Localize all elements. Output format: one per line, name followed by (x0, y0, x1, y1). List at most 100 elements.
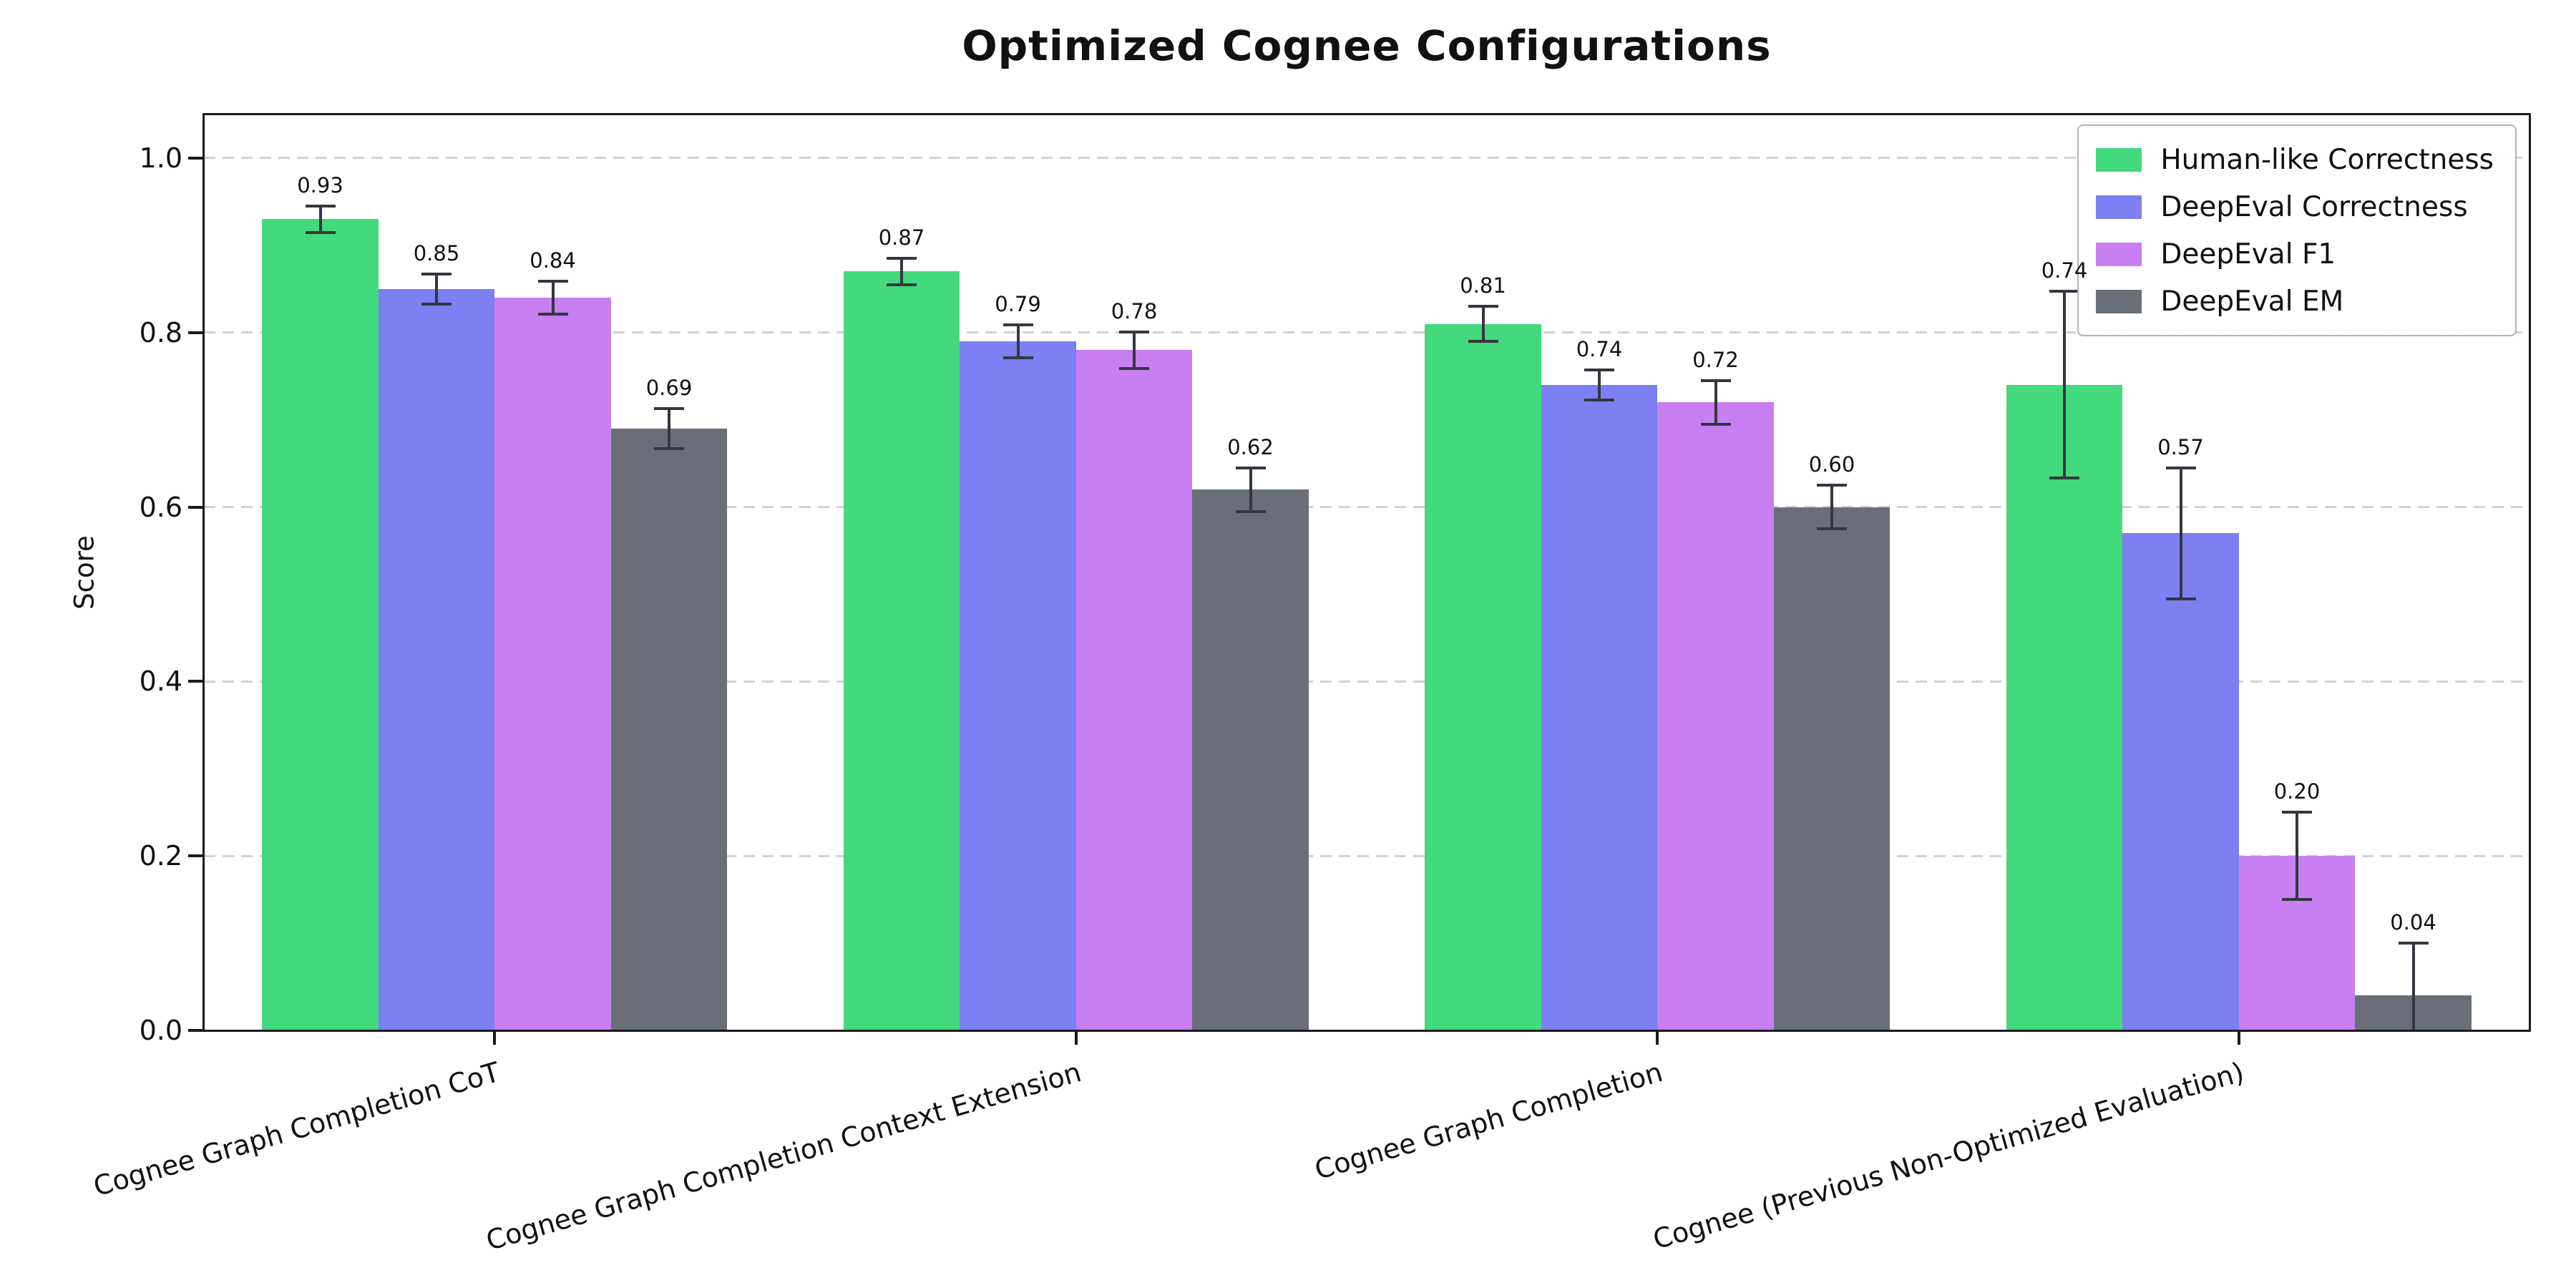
error-bar-cap (421, 273, 452, 276)
error-bar-cap (887, 283, 917, 286)
bar-value-label: 0.93 (297, 173, 343, 197)
error-bar-cap (654, 406, 684, 410)
y-tick-mark (188, 680, 203, 683)
error-bar-cap (654, 447, 684, 450)
plot-area (204, 114, 2529, 1030)
error-bar-cap (1817, 484, 1847, 487)
bar-human-like-correctness (1425, 323, 1541, 1030)
error-bar (1830, 485, 1833, 530)
error-bar-cap (537, 279, 568, 283)
legend-label: DeepEval EM (2160, 285, 2344, 318)
legend-item-deepeval-correctness: DeepEval Correctness (2096, 185, 2494, 229)
spine-top (203, 113, 2531, 115)
error-bar-cap (887, 257, 917, 260)
spine-left (203, 113, 205, 1032)
gridline (204, 506, 2529, 509)
bar-deepeval-f1 (1657, 402, 1774, 1030)
bar-deepeval-correctness (1541, 384, 1658, 1030)
bar-deepeval-em (1192, 489, 1309, 1030)
bar-deepeval-em (610, 428, 728, 1030)
error-bar (900, 258, 903, 285)
error-bar (2296, 812, 2298, 900)
bar-value-label: 0.57 (2157, 434, 2204, 459)
error-bar (2179, 467, 2182, 599)
y-tick-mark (188, 1029, 203, 1032)
bar-deepeval-correctness (960, 341, 1076, 1030)
error-bar-cap (1002, 323, 1033, 326)
error-bar-cap (421, 302, 452, 306)
legend-item-human-like-correctness: Human-like Correctness (2096, 137, 2494, 182)
bar-value-label: 0.81 (1460, 273, 1506, 298)
x-tick-mark (1074, 1030, 1078, 1045)
bar-value-label: 0.79 (995, 291, 1041, 316)
gridline (204, 331, 2529, 334)
error-bar-cap (1700, 379, 1731, 382)
error-bar-cap (2282, 811, 2312, 814)
bar-human-like-correctness (262, 219, 379, 1030)
error-bar (1133, 331, 1136, 369)
bar-value-label: 0.78 (1111, 298, 1158, 323)
x-tick-mark (1656, 1030, 1659, 1045)
bar-deepeval-correctness (378, 288, 495, 1030)
legend-label: DeepEval F1 (2160, 238, 2336, 270)
x-tick-mark (2237, 1030, 2240, 1045)
y-tick-label: 0.6 (139, 491, 182, 523)
y-tick-mark (188, 156, 203, 160)
chart-title: Optimized Cognee Configurations (962, 21, 1772, 70)
x-tick-label-text: Cognee Graph Completion (1311, 1056, 1667, 1186)
error-bar-cap (1235, 509, 1266, 513)
error-bar (1714, 380, 1717, 424)
bar-value-label: 0.20 (2273, 779, 2321, 804)
error-bar (435, 274, 438, 304)
bar-value-label: 0.87 (878, 225, 925, 250)
bar-deepeval-f1 (1075, 350, 1193, 1030)
error-bar-cap (1700, 422, 1731, 426)
bar-value-label: 0.60 (1808, 452, 1855, 477)
gridline (204, 157, 2529, 160)
error-bar-cap (1002, 356, 1033, 360)
x-tick-label-text: Cognee Graph Completion Context Extensio… (482, 1056, 1085, 1257)
x-tick-label-text: Cognee Graph Completion CoT (89, 1056, 504, 1203)
error-bar (1249, 467, 1252, 512)
y-tick-mark (188, 505, 203, 509)
y-tick-label: 0.2 (139, 840, 182, 872)
error-bar-cap (305, 230, 336, 234)
legend-label: Human-like Correctness (2160, 143, 2494, 176)
error-bar-cap (2165, 597, 2196, 600)
spine-bottom (203, 1030, 2531, 1032)
error-bar (1016, 324, 1020, 358)
bar-value-label: 0.74 (2041, 258, 2088, 283)
bar-value-label: 0.04 (2390, 910, 2436, 935)
error-bar-cap (1119, 366, 1149, 370)
error-bar (1481, 306, 1485, 341)
bar-value-label: 0.72 (1692, 347, 1739, 372)
y-tick-label: 1.0 (139, 142, 182, 174)
error-bar-cap (1584, 369, 1614, 372)
legend-item-deepeval-em: DeepEval EM (2096, 279, 2494, 323)
bar-value-label: 0.69 (645, 375, 693, 400)
bar-value-label: 0.85 (413, 241, 460, 266)
error-bar (668, 408, 670, 449)
bar-value-label: 0.84 (530, 248, 576, 273)
bar-deepeval-f1 (494, 298, 611, 1030)
bar-human-like-correctness (843, 271, 960, 1030)
y-axis-label: Score (69, 535, 100, 610)
y-tick-label: 0.8 (139, 316, 182, 348)
error-bar-cap (2049, 477, 2079, 480)
legend-swatch-human-like-correctness (2096, 147, 2142, 172)
error-bar-cap (2282, 898, 2312, 902)
legend-label: DeepEval Correctness (2160, 190, 2468, 223)
y-tick-mark (188, 854, 203, 858)
bar-deepeval-em (1773, 507, 1890, 1030)
error-bar-cap (2165, 466, 2196, 469)
error-bar-cap (1468, 339, 1498, 343)
error-bar-cap (1468, 305, 1498, 308)
error-bar-cap (2049, 290, 2079, 293)
error-bar-cap (537, 313, 568, 316)
error-bar (2411, 943, 2415, 1030)
error-bar-cap (1584, 398, 1614, 401)
error-bar-cap (1119, 330, 1149, 333)
bar-human-like-correctness (2006, 384, 2123, 1030)
error-bar (551, 280, 555, 315)
legend-item-deepeval-f1: DeepEval F1 (2096, 232, 2494, 276)
